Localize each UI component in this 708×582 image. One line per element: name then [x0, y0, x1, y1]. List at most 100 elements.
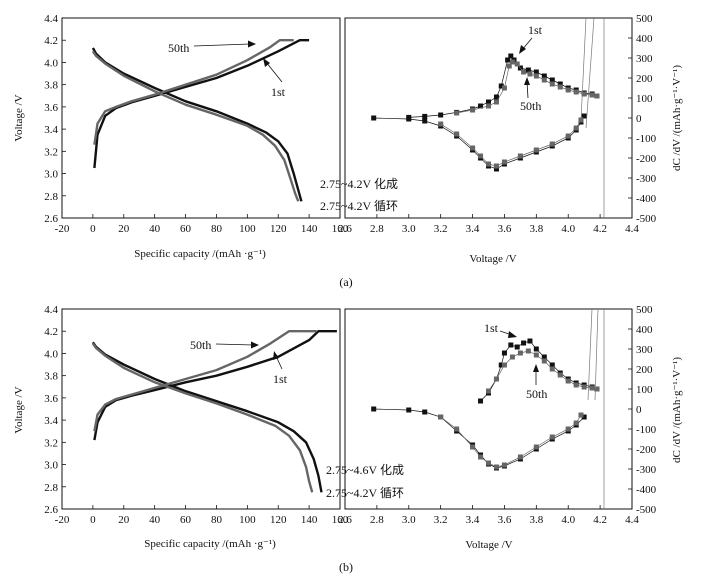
arrowhead-50th [533, 364, 539, 372]
data-point [541, 77, 547, 83]
data-point [589, 92, 595, 98]
x-tick-label: 3.2 [434, 514, 448, 526]
legend-line-2: 2.75~4.2V 循环 [320, 199, 398, 213]
x-tick-label: 4.2 [593, 223, 607, 235]
data-point [533, 147, 539, 153]
x-tick-label: 140 [301, 223, 318, 235]
data-point [470, 145, 476, 151]
legend-line-1: 2.75~4.6V 化成 [326, 463, 404, 477]
data-point [486, 99, 491, 105]
y-tick-label: 2.8 [44, 191, 58, 203]
y-axis: 2.6 2.8 3.0 3.2 3.4 3.6 3.8 4.0 4.2 4.4 [44, 13, 66, 225]
y-tick-label: 300 [636, 344, 653, 356]
data-point [533, 69, 539, 75]
y-tick-label: 4.2 [44, 326, 58, 338]
x-tick-label: 0 [90, 223, 96, 235]
chart-a-right: 2.6 2.8 3.0 3.2 3.4 3.6 3.8 4.0 4.2 4.4 -500-400-… [338, 13, 683, 265]
data-point [549, 141, 555, 147]
data-point [501, 462, 507, 468]
y-axis: 2.6 2.8 3.0 3.2 3.4 3.6 3.8 4.0 4.2 4.4 [44, 304, 66, 516]
y-tick-label: 2.6 [44, 504, 58, 516]
x-tick-label: 160 [332, 223, 349, 235]
y-tick-label: 4.4 [44, 304, 58, 316]
data-point [549, 81, 555, 87]
data-point [371, 115, 377, 121]
annotation-1st: 1st [273, 372, 288, 386]
annotation-50th: 50th [168, 41, 189, 55]
x-tick-label: 140 [301, 514, 318, 526]
arrowhead-1st [508, 331, 517, 338]
x-tick-label: 2.6 [338, 514, 352, 526]
data-point [422, 118, 428, 124]
data-point [525, 348, 531, 354]
x-axis: 2.6 2.8 3.0 3.2 3.4 3.6 3.8 4.0 4.2 4.4 [338, 214, 639, 235]
data-point [486, 460, 491, 466]
data-point [438, 112, 444, 118]
arrow-1st [265, 61, 283, 83]
y-axis-label: dC /dV /(mAh·g⁻¹·V⁻¹) [671, 357, 683, 463]
data-point [517, 350, 523, 356]
upper-limit-trace [587, 308, 593, 401]
x-tick-label: 3.6 [498, 514, 512, 526]
data-point [493, 166, 499, 172]
data-point [454, 110, 460, 116]
y-tick-label: 3.4 [44, 415, 58, 427]
data-point [557, 81, 563, 87]
data-point [533, 73, 539, 79]
data-point [549, 362, 555, 368]
y-tick-label: 3.8 [44, 80, 58, 92]
x-tick-label: 80 [211, 514, 223, 526]
data-point [581, 414, 587, 420]
x-tick-label: 0 [90, 514, 96, 526]
x-tick-label: 100 [239, 514, 256, 526]
data-point [533, 346, 539, 352]
data-point [557, 372, 563, 378]
chart-b-right: 2.6 2.8 3.0 3.2 3.4 3.6 3.8 4.0 4.2 4.4 -500-400-… [338, 304, 683, 551]
data-point [573, 89, 579, 95]
data-point [527, 71, 533, 77]
annotation-1st: 1st [484, 321, 499, 335]
data-point [509, 59, 515, 65]
x-tick-label: 120 [270, 223, 287, 235]
x-tick-label: -20 [55, 514, 70, 526]
x-tick-label: 20 [118, 223, 130, 235]
data-point [578, 412, 584, 418]
upper-limit-trace [585, 17, 595, 129]
series-line [93, 39, 294, 145]
data-point [565, 378, 571, 384]
data-point [521, 69, 527, 75]
panel-a: -20 0 20 40 60 80 100 120 140 160 2.62.83.03.23.4… [13, 13, 683, 289]
x-tick-label: 2.8 [370, 223, 384, 235]
data-point [549, 77, 555, 83]
data-point [533, 444, 539, 450]
x-tick-label: 20 [118, 514, 130, 526]
data-point [478, 454, 484, 460]
x-tick-label: 3.2 [434, 223, 448, 235]
data-point [438, 414, 444, 420]
data-point [594, 386, 600, 392]
y-tick-label: -200 [636, 444, 657, 456]
x-tick-label: 60 [180, 223, 192, 235]
y-tick-label: -400 [636, 193, 657, 205]
data-point [470, 444, 476, 450]
data-point [478, 103, 484, 109]
x-tick-label: 3.8 [529, 223, 543, 235]
x-tick-label: 2.6 [338, 223, 352, 235]
x-tick-label: -20 [55, 223, 70, 235]
data-point [478, 153, 484, 159]
arrowhead-50th [248, 40, 256, 48]
y-tick-label: 0 [636, 113, 642, 125]
data-point [565, 426, 571, 432]
data-point [509, 354, 515, 360]
y-axis: -500 -400 -300 -200 -100 0 100 200 300 400 500 [628, 13, 657, 225]
arrow-50th [193, 43, 251, 47]
data-point [493, 163, 499, 169]
data-point [514, 61, 520, 67]
data-point [422, 409, 428, 415]
y-tick-label: 100 [636, 93, 653, 105]
data-point [573, 420, 579, 426]
annotation-1st: 1st [528, 23, 543, 37]
data-point [508, 342, 514, 348]
x-tick-label: 160 [332, 514, 349, 526]
y-tick-label: -100 [636, 133, 657, 145]
